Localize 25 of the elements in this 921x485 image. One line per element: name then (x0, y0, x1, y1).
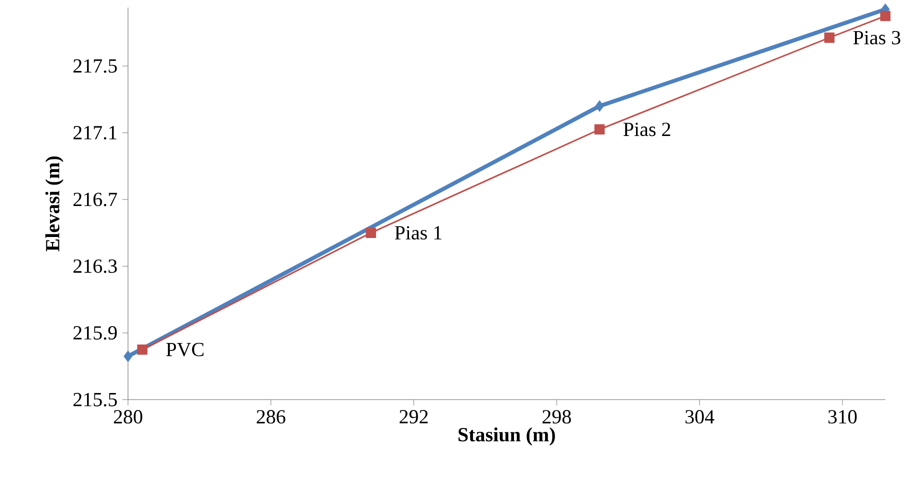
point (594, 124, 605, 135)
y-tick-label: 216.7 (73, 192, 118, 206)
point (366, 228, 376, 238)
point (824, 32, 835, 43)
x-tick-label: 280 (114, 410, 142, 424)
annotation: Pias 3 (853, 30, 900, 44)
x-tick-label: 286 (256, 410, 286, 424)
y-tick-label: 217.1 (73, 126, 116, 140)
x-tick-label: 310 (828, 410, 857, 424)
annotation: PVC (166, 342, 204, 356)
point (137, 344, 148, 355)
y-tick-label: 217.5 (73, 59, 117, 73)
point (880, 10, 890, 22)
y-tick-label: 216.3 (73, 259, 117, 273)
y-tick-label: 215.9 (73, 326, 117, 340)
point (595, 100, 604, 112)
y-tick-label: 215.5 (73, 392, 117, 406)
x-tick-label: 304 (686, 410, 714, 424)
x-tick-label: 292 (400, 410, 428, 424)
x-axis-title: Stasiun (m) (458, 427, 555, 446)
x-tick-label: 298 (542, 410, 571, 424)
annotation: Pias 2 (624, 122, 670, 136)
y-axis-title: Elevasi (m) (45, 156, 64, 252)
point (124, 350, 132, 362)
annotation: Pias 1 (394, 226, 442, 240)
